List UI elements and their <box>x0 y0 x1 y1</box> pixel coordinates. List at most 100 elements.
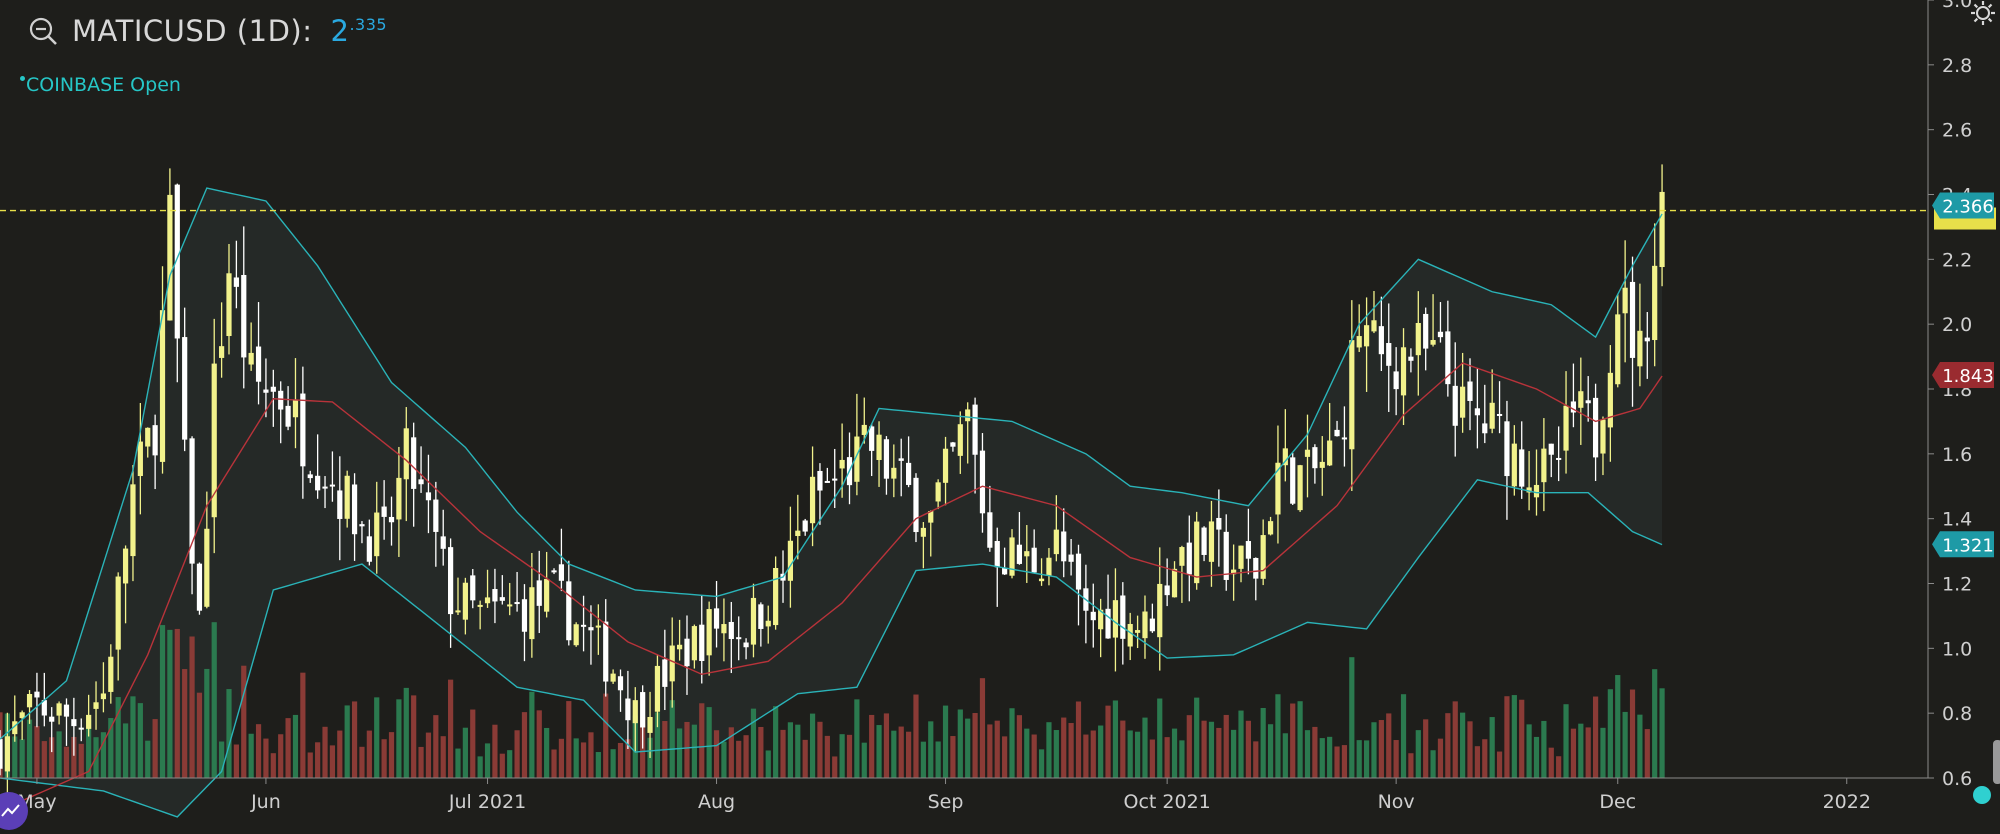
volume-bar <box>307 752 313 778</box>
candle-body <box>344 475 350 519</box>
app-launcher-button[interactable] <box>0 792 28 830</box>
candle-body <box>1460 386 1466 418</box>
volume-bar <box>1467 721 1473 778</box>
volume-bar <box>1600 727 1606 778</box>
volume-bar <box>595 752 601 778</box>
bollinger-lower-line <box>0 478 1663 818</box>
volume-bar <box>1423 719 1429 778</box>
candle-body <box>1349 340 1355 450</box>
candle-body <box>1068 554 1074 562</box>
volume-bar <box>1578 723 1584 778</box>
candle-body <box>750 597 757 645</box>
volume-bar <box>159 625 166 778</box>
volume-bar <box>603 693 609 778</box>
volume-bar <box>248 733 254 778</box>
candle-body <box>418 479 424 485</box>
plot-area[interactable] <box>0 164 1928 818</box>
candle-body <box>285 405 291 427</box>
candle-body <box>891 467 897 479</box>
volume-bar <box>913 694 919 778</box>
volume-bar <box>935 741 941 778</box>
volume-bar <box>122 723 129 778</box>
candle-body <box>1260 535 1266 579</box>
volume-bar <box>691 724 697 778</box>
gear-icon[interactable] <box>1970 0 1996 26</box>
volume-bar <box>292 714 299 778</box>
candle-body <box>1186 542 1192 575</box>
volume-bar <box>684 721 690 778</box>
candle-body <box>809 476 816 524</box>
candle-body <box>1282 448 1288 466</box>
candle-body <box>1659 191 1665 268</box>
volume-bar <box>699 703 705 778</box>
volume-bar <box>1002 736 1008 778</box>
candle-body <box>174 184 180 339</box>
price-axis[interactable]: 0.60.81.01.21.41.61.82.02.22.42.62.83.0 <box>1927 0 1972 790</box>
volume-bar <box>1519 699 1525 778</box>
volume-bar <box>1415 730 1421 778</box>
volume-bar <box>241 665 247 778</box>
candle-body <box>1290 457 1296 504</box>
price-marker-tag <box>1932 192 1994 219</box>
candle-body <box>71 719 77 727</box>
y-tick-label: 1.2 <box>1942 574 1972 596</box>
volume-bar <box>1238 710 1244 778</box>
volume-bar <box>706 707 712 778</box>
candle-body <box>477 604 483 607</box>
candle-body <box>1334 429 1340 437</box>
volume-bar <box>521 712 528 778</box>
candle-body <box>93 702 99 709</box>
volume-bar <box>965 718 971 778</box>
candle-body <box>1075 553 1082 590</box>
volume-bar <box>1053 730 1059 778</box>
candle-body <box>529 587 535 640</box>
candle-body <box>950 442 956 447</box>
candle-body <box>307 474 313 479</box>
candle-body <box>1423 313 1429 349</box>
candle-body <box>743 642 749 648</box>
volume-bar <box>1075 701 1082 778</box>
candle-body <box>839 459 845 469</box>
scrollbar-handle[interactable] <box>1993 740 2000 784</box>
candle-body <box>1504 421 1510 477</box>
volume-bar <box>182 669 188 778</box>
volume-bar <box>337 730 343 778</box>
volume-bar <box>861 742 867 778</box>
volume-bar <box>1194 697 1200 778</box>
zoom-out-icon[interactable] <box>28 16 58 46</box>
candle-body <box>403 428 409 480</box>
time-axis[interactable]: May Jun Jul 2021 Aug Sep Oct 2021 Nov Dec 2022 <box>0 777 1928 813</box>
volume-bar <box>1541 720 1547 778</box>
volume-bar <box>765 750 771 778</box>
candle-body <box>63 704 70 717</box>
volume-bar <box>1024 728 1030 778</box>
candle-body <box>765 620 771 627</box>
volume-bar <box>1474 746 1480 778</box>
candle-body <box>1120 595 1126 639</box>
volume-bar <box>1282 733 1288 778</box>
volume-bar <box>736 740 742 778</box>
volume-bar <box>411 695 417 778</box>
candle-body <box>145 427 151 447</box>
candle-body <box>108 656 114 692</box>
candle-body <box>396 477 402 520</box>
price-marker: 1.843 <box>1932 362 1994 389</box>
volume-bar <box>1016 715 1023 778</box>
volume-bar <box>1068 723 1074 778</box>
candle-body <box>1112 600 1119 638</box>
last-price-decimal: .335 <box>349 15 388 34</box>
candle-body <box>1223 531 1229 580</box>
y-tick-label: 3.0 <box>1942 0 1972 12</box>
volume-bar <box>1245 720 1251 778</box>
volume-bar <box>477 756 483 778</box>
volume-bar <box>108 718 114 778</box>
candle-body <box>965 409 971 422</box>
volume-bar <box>758 726 764 778</box>
volume-bar <box>950 736 956 778</box>
volume-bar <box>1460 712 1466 778</box>
volume-bar <box>1482 739 1488 778</box>
series-legend[interactable]: COINBASE Open <box>20 74 181 96</box>
candle-body <box>706 609 712 656</box>
volume-bar <box>1179 740 1185 778</box>
